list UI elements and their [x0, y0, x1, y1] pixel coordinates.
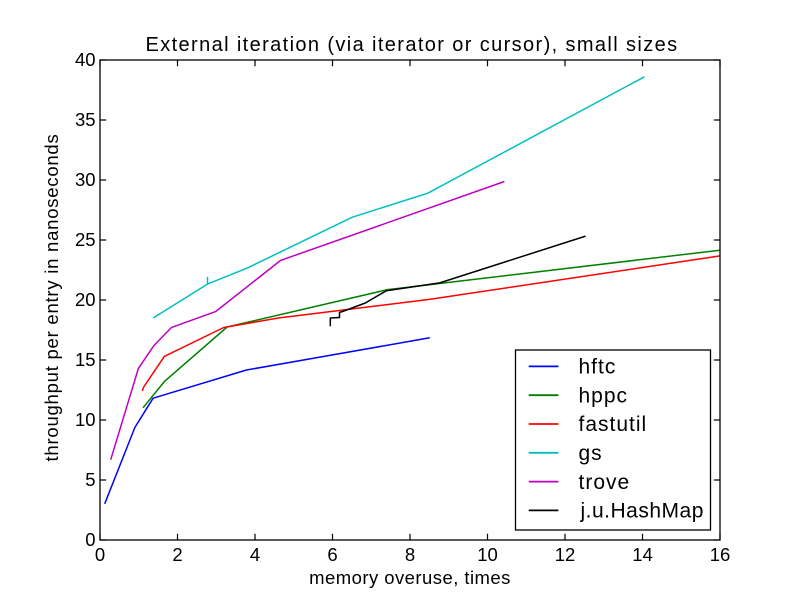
svg-text:15: 15: [75, 349, 96, 370]
svg-text:0: 0: [95, 544, 105, 565]
svg-text:gs: gs: [579, 442, 603, 465]
svg-text:20: 20: [75, 289, 96, 310]
svg-text:25: 25: [75, 229, 96, 250]
svg-text:10: 10: [477, 544, 498, 565]
svg-text:30: 30: [75, 169, 96, 190]
svg-text:hftc: hftc: [579, 356, 617, 379]
svg-text:10: 10: [75, 409, 96, 430]
svg-text:40: 40: [75, 49, 96, 70]
svg-text:16: 16: [710, 544, 731, 565]
svg-text:35: 35: [75, 109, 96, 130]
svg-text:4: 4: [250, 544, 260, 565]
svg-text:trove: trove: [579, 471, 631, 494]
svg-text:12: 12: [555, 544, 576, 565]
svg-text:14: 14: [632, 544, 653, 565]
svg-text:memory overuse, times: memory overuse, times: [309, 567, 511, 588]
svg-text:External iteration (via iterat: External iteration (via iterator or curs…: [146, 34, 679, 56]
svg-text:6: 6: [327, 544, 337, 565]
svg-text:8: 8: [405, 544, 415, 565]
svg-text:2: 2: [172, 544, 182, 565]
svg-text:5: 5: [85, 469, 95, 490]
svg-text:fastutil: fastutil: [579, 413, 648, 436]
svg-text:j.u.HashMap: j.u.HashMap: [580, 500, 704, 523]
svg-text:0: 0: [85, 529, 95, 550]
svg-text:hppc: hppc: [579, 384, 629, 407]
svg-text:throughput per entry in nanose: throughput per entry in nanoseconds: [41, 134, 62, 462]
